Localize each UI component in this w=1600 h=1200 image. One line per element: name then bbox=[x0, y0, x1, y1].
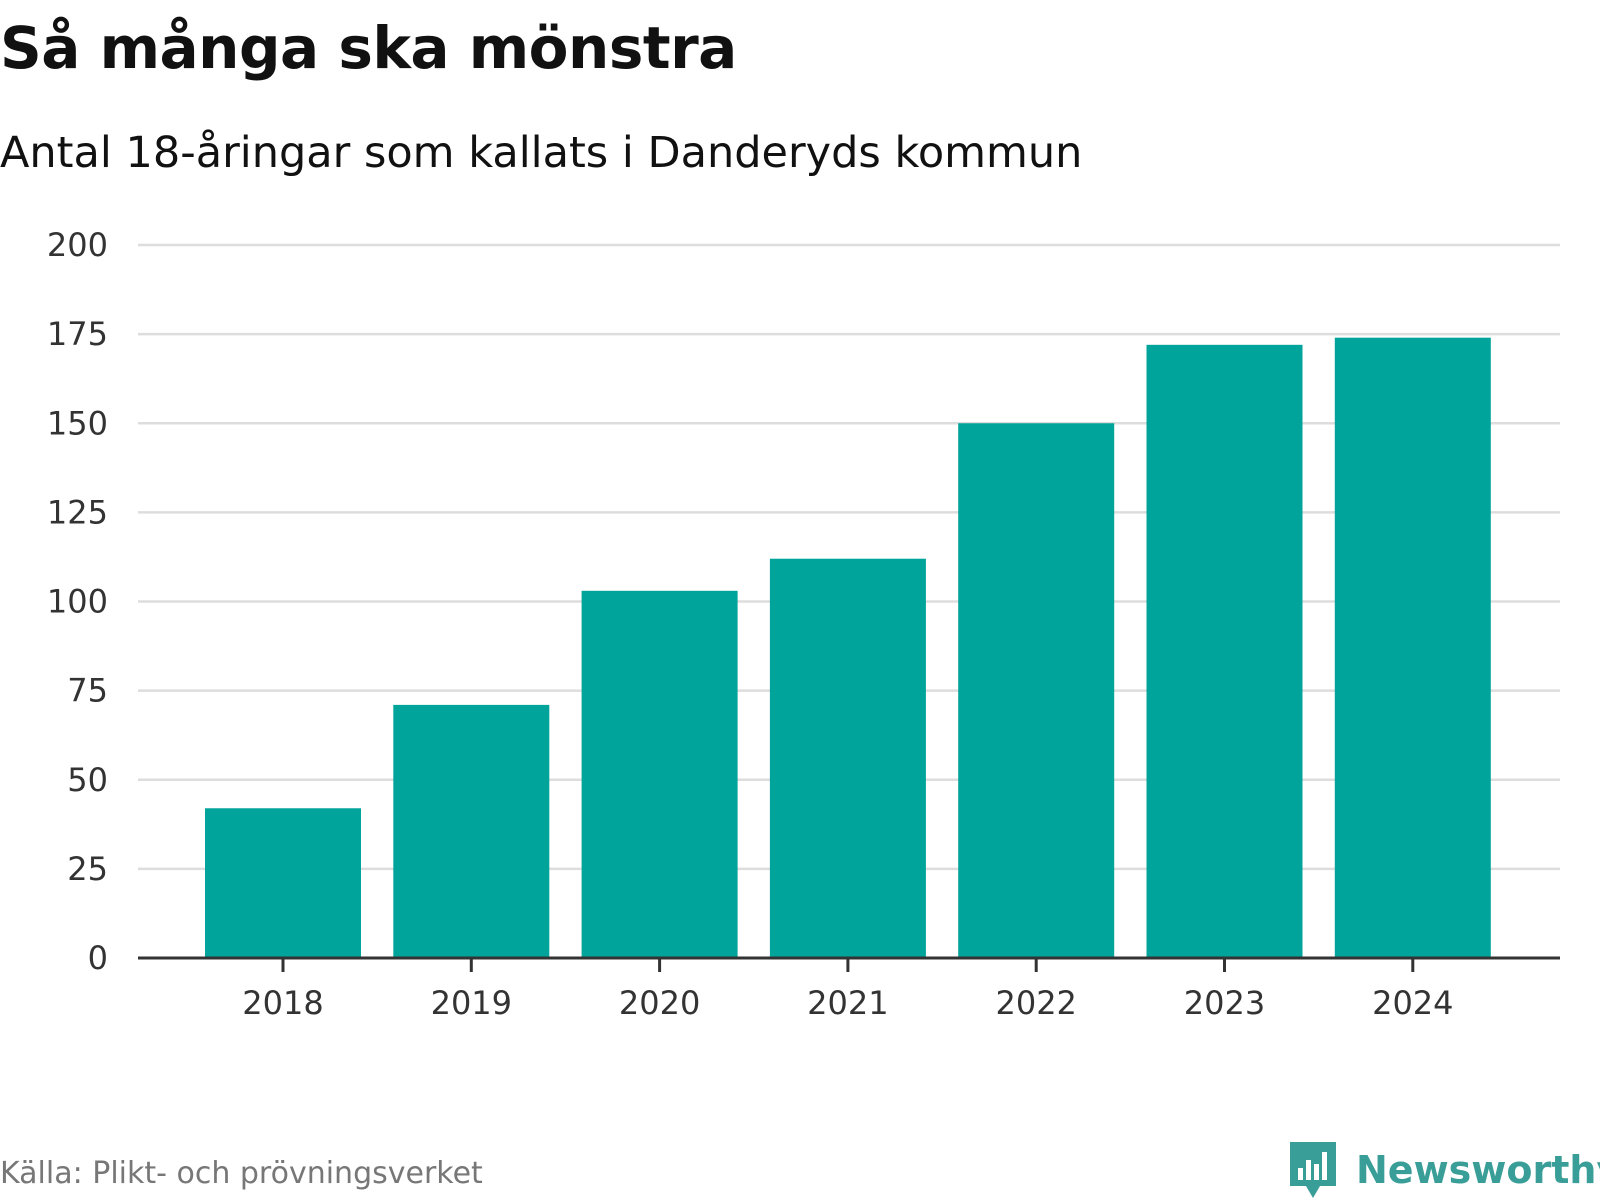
source-note: Källa: Plikt- och prövningsverket bbox=[0, 1156, 483, 1191]
y-tick-label: 0 bbox=[88, 939, 108, 977]
bar-2018 bbox=[205, 808, 361, 958]
y-tick-label: 150 bbox=[47, 404, 108, 442]
y-tick-label: 75 bbox=[67, 672, 108, 710]
y-tick-label: 200 bbox=[47, 226, 108, 264]
bar-2020 bbox=[581, 590, 738, 958]
x-tick-label: 2024 bbox=[1372, 984, 1453, 1022]
y-tick-label: 100 bbox=[47, 583, 108, 621]
bar-2023 bbox=[1146, 344, 1303, 958]
y-tick-label: 175 bbox=[47, 315, 108, 353]
x-axis: 2018 2019 2020 2021 2022 2023 2024 bbox=[138, 956, 1560, 1022]
y-tick-label: 50 bbox=[67, 761, 108, 799]
x-tick-label: 2022 bbox=[995, 984, 1076, 1022]
y-tick-label: 25 bbox=[67, 850, 108, 888]
bar-2019 bbox=[393, 704, 550, 958]
bar-2021 bbox=[769, 558, 926, 958]
chart-subtitle: Antal 18-åringar som kallats i Danderyds… bbox=[0, 128, 1083, 178]
chart-title: Så många ska mönstra bbox=[0, 14, 737, 82]
x-tick-label: 2018 bbox=[242, 984, 323, 1022]
bar-2022 bbox=[958, 423, 1115, 958]
x-tick-label: 2019 bbox=[431, 984, 512, 1022]
bars bbox=[205, 337, 1491, 958]
newsworthy-logo-icon bbox=[1290, 1142, 1336, 1198]
y-axis-ticks: 0 25 50 75 100 125 150 175 200 bbox=[47, 226, 108, 977]
x-tick-label: 2021 bbox=[807, 984, 888, 1022]
x-tick-label: 2020 bbox=[619, 984, 700, 1022]
x-tick-label: 2023 bbox=[1184, 984, 1265, 1022]
brand-logo: Newsworthy bbox=[1288, 1140, 1600, 1200]
y-tick-label: 125 bbox=[47, 493, 108, 531]
brand-name: Newsworthy bbox=[1356, 1148, 1600, 1192]
bar-2024 bbox=[1334, 337, 1491, 958]
